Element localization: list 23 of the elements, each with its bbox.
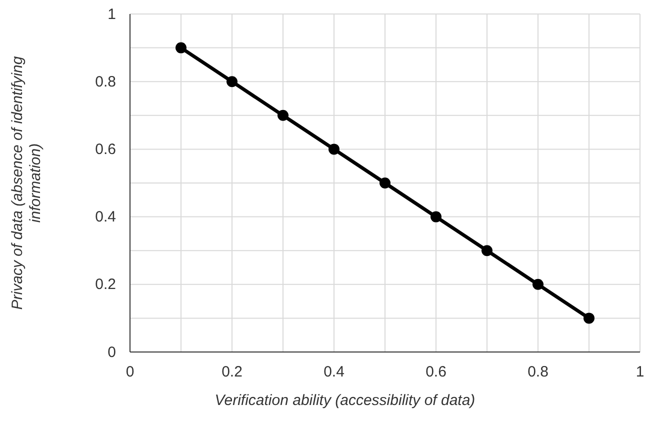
x-tick-label: 0.4 [324, 364, 344, 381]
point [226, 76, 238, 88]
y-axis-title: Privacy of data (absence of identifying information) [9, 56, 44, 310]
x-tick-label: 0.2 [222, 364, 242, 381]
point [532, 278, 544, 290]
point [278, 110, 288, 121]
x-tick-label: 0.8 [528, 364, 548, 381]
point [176, 42, 186, 54]
y-tick-label: 0.6 [95, 141, 116, 158]
point [380, 178, 390, 188]
x-tick-label: 1 [636, 364, 644, 381]
point [482, 245, 492, 256]
point [328, 144, 340, 155]
x-axis-title: Verification ability (accessibility of data) [214, 392, 476, 409]
point [584, 312, 594, 324]
y-tick-label: 0.8 [95, 73, 116, 90]
x-tick-label: 0.6 [426, 364, 446, 381]
y-tick-label: 0 [108, 344, 116, 361]
point [430, 211, 442, 222]
y-tick-label: 1 [108, 6, 116, 23]
x-tick-label: 0 [126, 364, 134, 381]
y-tick-label: 0.2 [95, 276, 116, 294]
y-tick-label: 0.4 [95, 208, 116, 226]
